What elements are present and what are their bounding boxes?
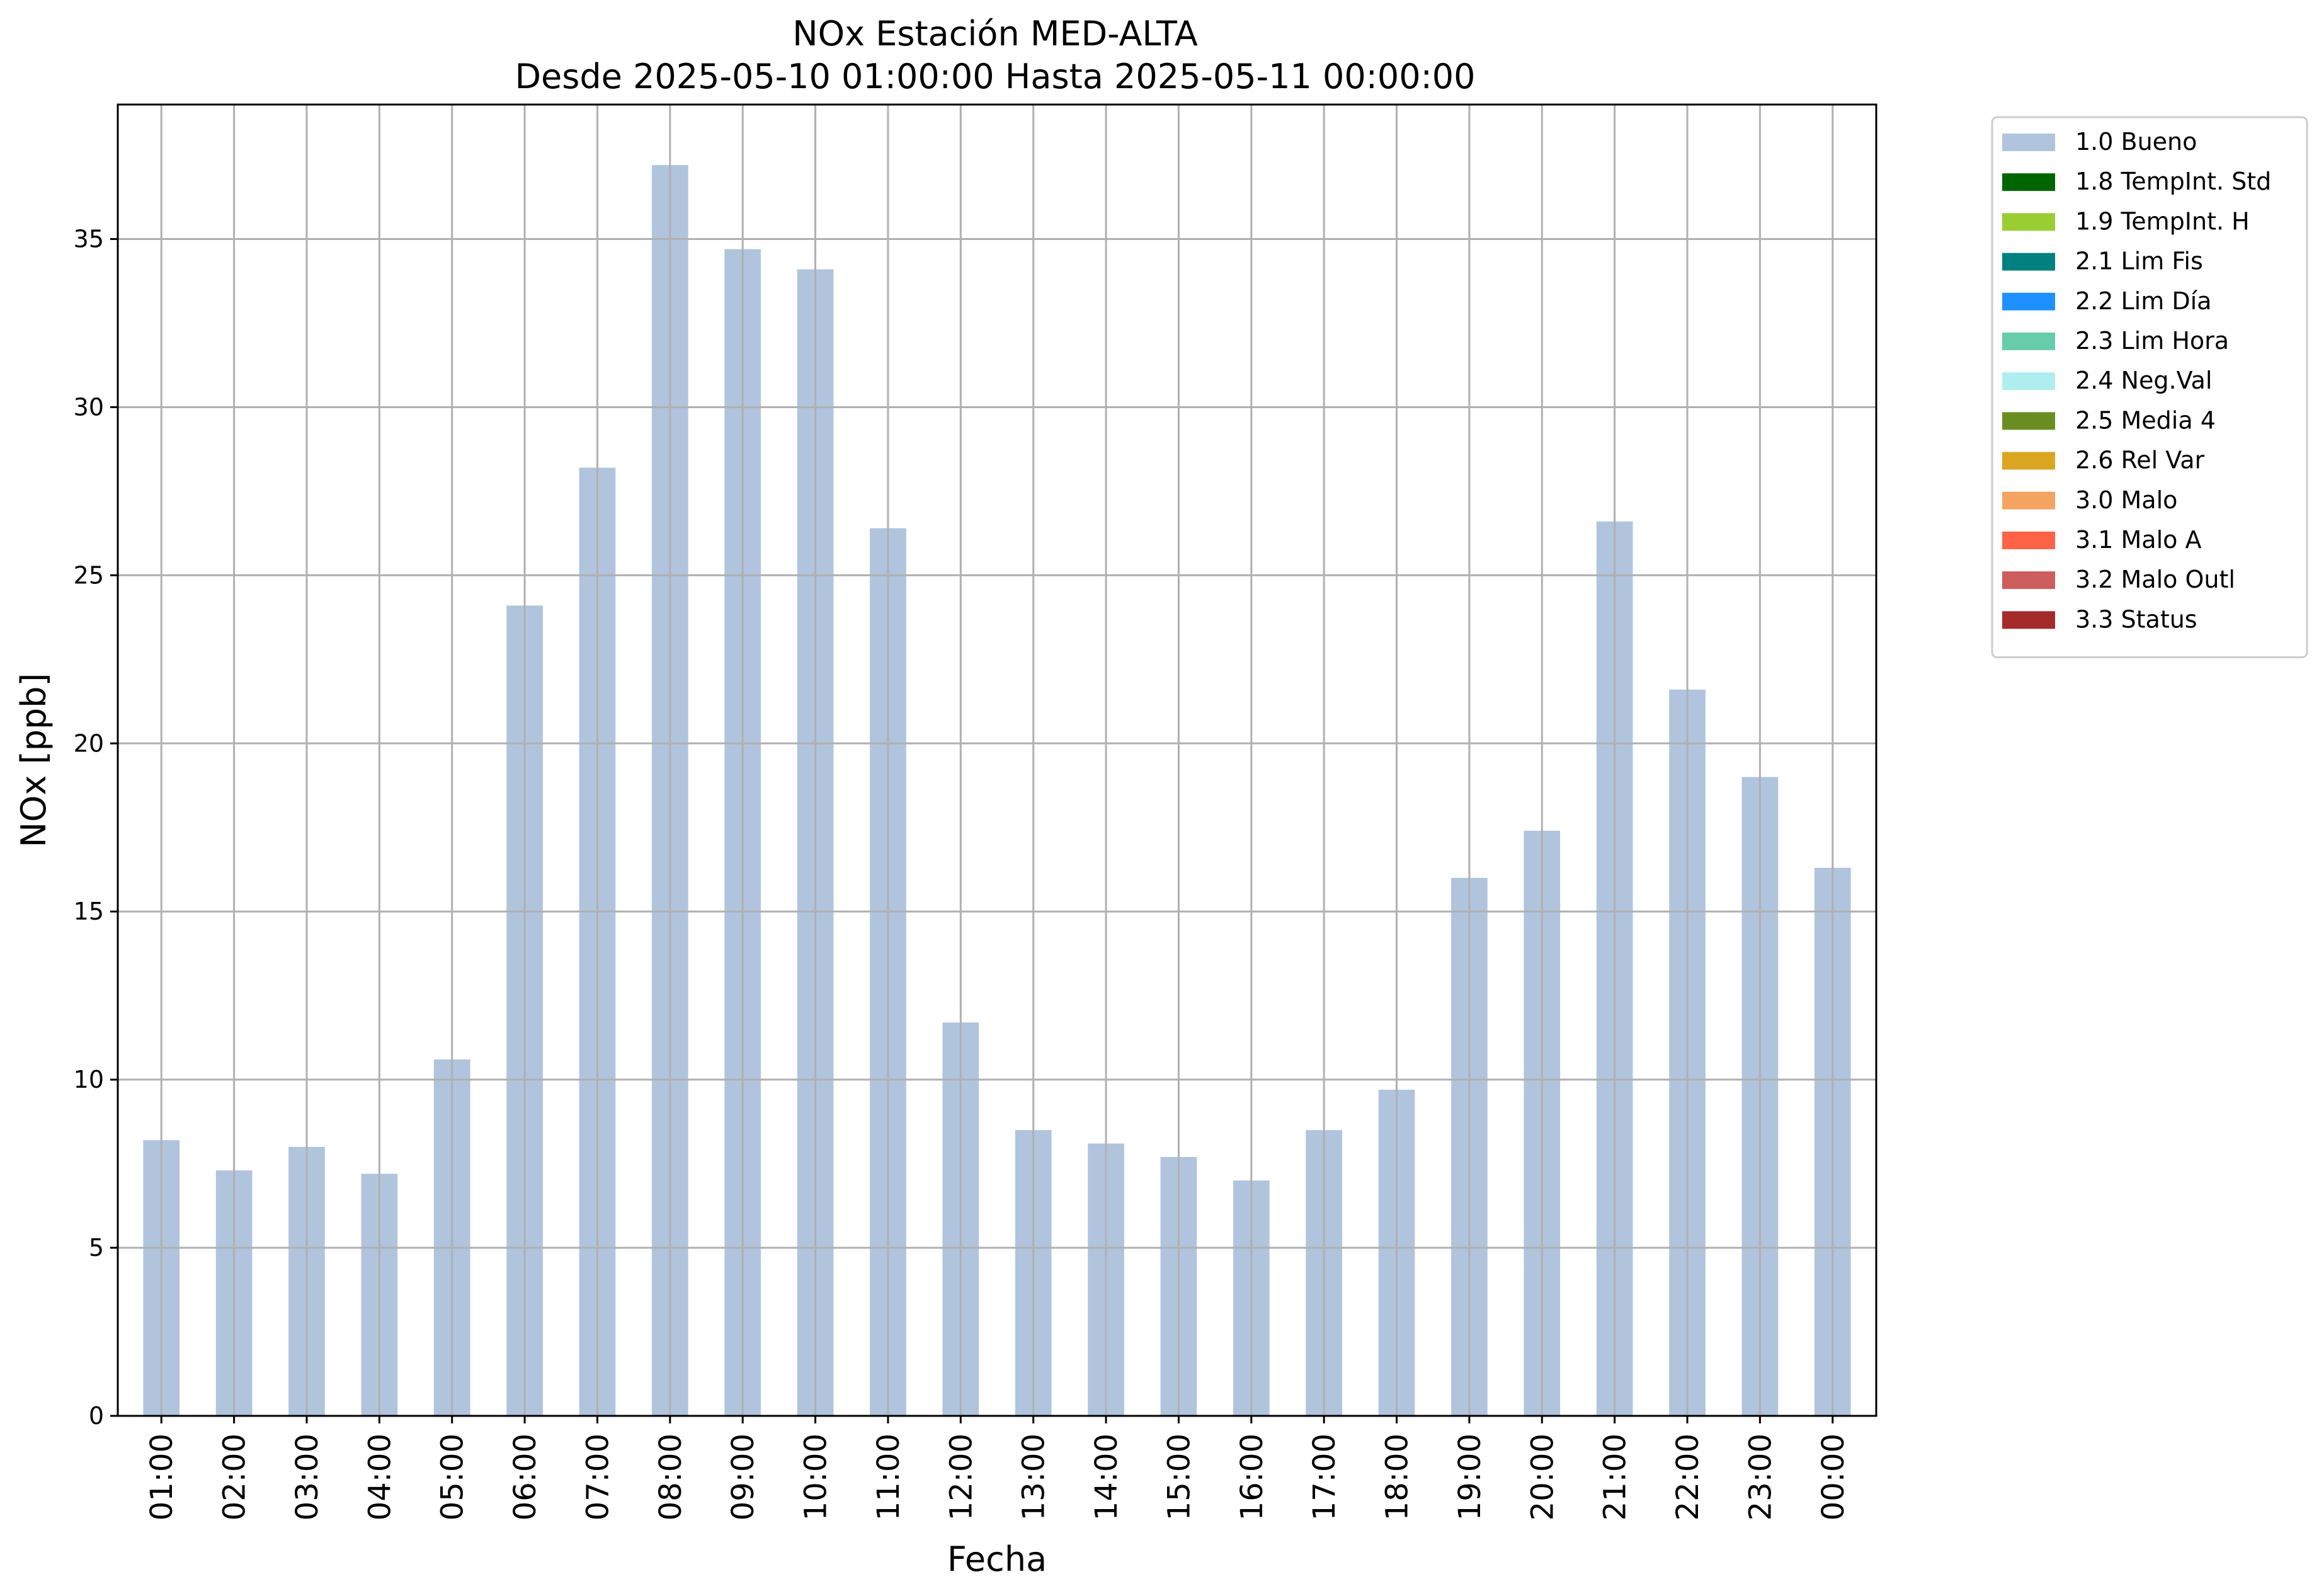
legend-label: 3.3 Status: [2075, 605, 2197, 633]
legend-label: 3.0 Malo: [2075, 486, 2177, 514]
legend-label: 2.2 Lim Día: [2075, 287, 2211, 315]
legend-swatch: [2002, 491, 2055, 510]
legend-swatch: [2002, 253, 2055, 271]
legend-swatch: [2002, 333, 2055, 350]
legend-label: 2.5 Media 4: [2075, 406, 2216, 434]
legend-swatch: [2002, 532, 2055, 549]
y-axis-label: NOx [ppb]: [14, 673, 54, 848]
x-tick-label: 04:00: [362, 1434, 397, 1520]
legend-swatch: [2002, 412, 2055, 430]
x-tick-label: 00:00: [1816, 1434, 1851, 1520]
legend-swatch: [2002, 372, 2055, 390]
y-tick-label: 20: [74, 729, 104, 757]
legend-swatch: [2002, 173, 2055, 191]
x-tick-label: 22:00: [1670, 1434, 1706, 1520]
legend-label: 1.9 TempInt. H: [2075, 207, 2250, 235]
x-tick-label: 23:00: [1743, 1434, 1778, 1520]
legend-label: 2.4 Neg.Val: [2075, 367, 2212, 394]
plot-frame: [117, 103, 1877, 1417]
x-tick-label: 13:00: [1017, 1434, 1052, 1520]
legend-swatch: [2002, 134, 2055, 151]
legend: 1.0 Bueno 1.8 TempInt. Std 1.9 TempInt. H 2…: [1991, 116, 2308, 659]
x-tick-label: 10:00: [799, 1434, 834, 1520]
legend-swatch: [2002, 452, 2055, 470]
y-tick-label: 15: [74, 898, 104, 925]
x-tick-label: 03:00: [290, 1434, 325, 1520]
x-tick-label: 17:00: [1307, 1434, 1342, 1520]
x-tick-label: 11:00: [871, 1434, 906, 1520]
y-tick-label: 0: [89, 1402, 104, 1430]
x-tick-label: 14:00: [1089, 1434, 1124, 1520]
legend-swatch: [2002, 213, 2055, 231]
legend-label: 3.1 Malo A: [2075, 526, 2201, 554]
x-tick-label: 01:00: [144, 1434, 179, 1520]
chart-title: NOx Estación MED-ALTA: [792, 14, 1198, 54]
x-tick-label: 18:00: [1380, 1434, 1415, 1520]
x-axis-label: Fecha: [947, 1539, 1047, 1579]
x-tick-label: 12:00: [943, 1434, 979, 1520]
legend-label: 2.6 Rel Var: [2075, 447, 2205, 474]
y-axis-ticks: 0 5 10 15 20 25 30 35: [74, 225, 118, 1430]
x-tick-label: 08:00: [653, 1434, 688, 1520]
x-tick-label: 21:00: [1598, 1434, 1633, 1520]
y-tick-label: 30: [74, 393, 104, 421]
y-tick-label: 10: [74, 1066, 104, 1093]
x-tick-label: 02:00: [217, 1434, 253, 1520]
legend-label: 1.0 Bueno: [2075, 128, 2197, 156]
bars-group: [143, 165, 1851, 1416]
x-tick-label: 06:00: [508, 1434, 543, 1520]
x-tick-label: 16:00: [1234, 1434, 1270, 1520]
legend-swatch: [2002, 571, 2055, 590]
y-tick-label: 25: [74, 561, 104, 589]
x-tick-label: 19:00: [1452, 1434, 1488, 1520]
legend-label: 2.1 Lim Fis: [2075, 248, 2203, 275]
legend-frame: [1991, 116, 2308, 659]
legend-label: 1.8 TempInt. Std: [2075, 168, 2271, 195]
x-tick-label: 20:00: [1525, 1434, 1560, 1520]
legend-swatch: [2002, 292, 2055, 311]
legend-swatch: [2002, 611, 2055, 629]
x-tick-label: 05:00: [435, 1434, 470, 1520]
x-tick-label: 09:00: [726, 1434, 761, 1520]
x-tick-label: 07:00: [580, 1434, 615, 1520]
y-tick-label: 35: [74, 225, 104, 253]
legend-label: 3.2 Malo Outl: [2075, 566, 2235, 593]
y-tick-label: 5: [89, 1234, 104, 1262]
x-tick-label: 15:00: [1161, 1434, 1197, 1520]
x-axis-ticks: 01:00 02:00 03:00 04:00 05:00 06:00 07:00 08:00…: [144, 1416, 1851, 1520]
legend-label: 2.3 Lim Hora: [2075, 327, 2229, 355]
chart-subtitle: Desde 2025-05-10 01:00:00 Hasta 2025-05-…: [515, 57, 1475, 96]
